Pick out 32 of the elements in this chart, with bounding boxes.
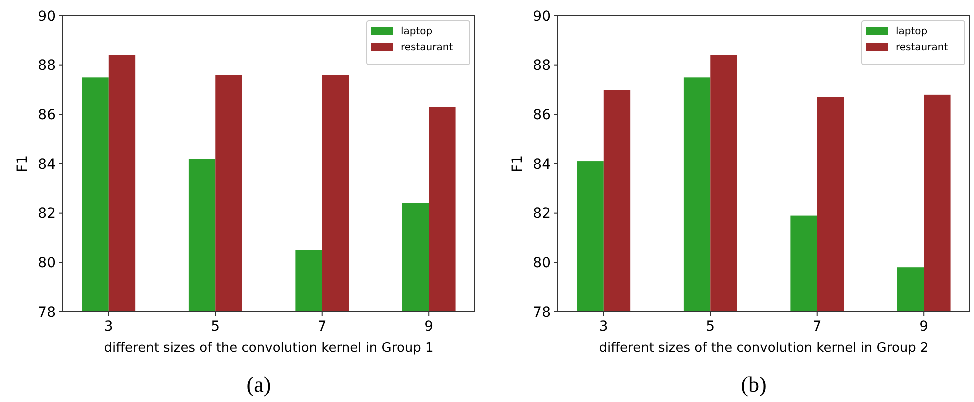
y-tick-label: 86 — [38, 108, 56, 124]
y-tick-label: 78 — [533, 304, 551, 321]
x-tick-label: 5 — [211, 319, 220, 335]
x-axis-title: different sizes of the convolution kernel in Group 2 — [599, 341, 929, 356]
legend-label: laptop — [896, 26, 928, 38]
y-tick-label: 78 — [38, 304, 56, 321]
legend-label: restaurant — [896, 42, 948, 54]
y-tick-label: 80 — [38, 256, 56, 272]
x-tick-label: 9 — [424, 319, 434, 335]
y-tick-label: 82 — [38, 206, 56, 222]
y-tick-label: 86 — [533, 108, 552, 124]
legend-label: restaurant — [401, 42, 454, 54]
x-tick-label: 3 — [599, 319, 608, 335]
x-tick-label: 9 — [920, 319, 929, 335]
text: (a) — [246, 372, 272, 397]
legend-label: laptop — [401, 26, 433, 38]
y-axis-title: F1 — [15, 156, 31, 172]
y-tick-label: 84 — [38, 156, 56, 173]
x-tick-label: 7 — [812, 319, 822, 335]
y-tick-label: 90 — [533, 8, 551, 25]
y-tick-label: 84 — [533, 156, 552, 173]
y-tick-label: 82 — [533, 206, 551, 222]
y-tick-label: 88 — [533, 58, 551, 74]
y-tick-label: 80 — [533, 256, 551, 272]
x-tick-label: 7 — [318, 319, 327, 335]
y-tick-label: 88 — [38, 58, 56, 74]
x-tick-label: 3 — [104, 319, 114, 335]
x-tick-label: 5 — [706, 319, 716, 335]
x-axis-title: different sizes of the convolution kernel in Group 1 — [104, 341, 434, 356]
y-axis-title: F1 — [510, 156, 526, 172]
text: (b) — [741, 372, 767, 397]
y-tick-label: 90 — [38, 8, 56, 25]
